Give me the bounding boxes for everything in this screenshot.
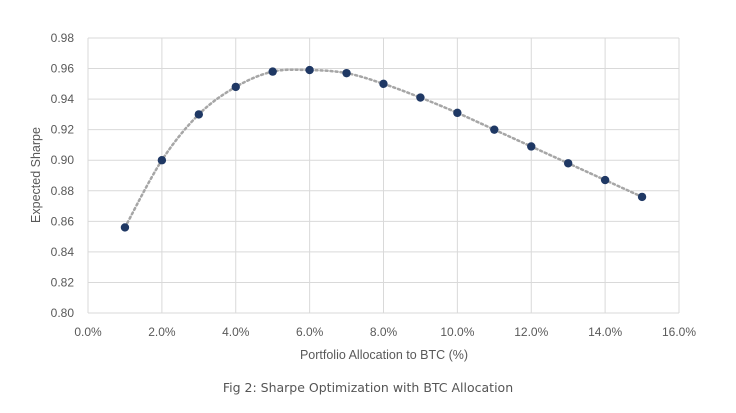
data-point-5 bbox=[268, 67, 277, 76]
x-tick-label: 14.0% bbox=[588, 325, 622, 339]
x-axis-title: Portfolio Allocation to BTC (%) bbox=[300, 348, 468, 362]
y-axis-tick-labels: 0.80 0.82 0.84 0.86 0.88 0.90 0.92 0.94 0.96 0.98 bbox=[51, 31, 75, 320]
data-point-1 bbox=[120, 223, 130, 232]
x-tick-label: 4.0% bbox=[222, 325, 250, 339]
y-tick-label: 0.86 bbox=[51, 214, 75, 228]
data-point-13 bbox=[563, 159, 573, 168]
figure-caption: Fig 2: Sharpe Optimization with BTC Allo… bbox=[222, 380, 514, 395]
gridlines bbox=[87, 37, 680, 314]
sharpe-scatter-chart: 0.80 0.82 0.84 0.86 0.88 0.90 0.92 0.94 0.96 0.98… bbox=[29, 31, 696, 362]
data-point-2 bbox=[157, 156, 167, 165]
data-point-14 bbox=[600, 175, 610, 185]
x-tick-label: 16.0% bbox=[662, 325, 696, 339]
x-axis-tick-labels: 0.0% 2.0% 4.0% 6.0% 8.0% 10.0% 12.0% 14.0% 16.0% bbox=[74, 325, 696, 339]
y-tick-label: 0.96 bbox=[51, 62, 75, 76]
data-point-10 bbox=[453, 108, 462, 118]
x-tick-label: 2.0% bbox=[148, 325, 176, 339]
x-tick-label: 6.0% bbox=[296, 325, 324, 339]
x-tick-label: 8.0% bbox=[370, 325, 398, 339]
x-tick-label: 12.0% bbox=[514, 325, 548, 339]
data-point-6 bbox=[305, 65, 314, 75]
data-point-7 bbox=[342, 68, 351, 78]
y-tick-label: 0.98 bbox=[51, 31, 75, 45]
data-point-3 bbox=[194, 110, 204, 119]
y-tick-label: 0.92 bbox=[51, 123, 75, 137]
data-point-11 bbox=[490, 125, 499, 134]
x-tick-label: 0.0% bbox=[74, 325, 102, 339]
y-tick-label: 0.94 bbox=[51, 92, 75, 106]
data-point-9 bbox=[416, 93, 425, 102]
y-axis-title: Expected Sharpe bbox=[29, 127, 43, 223]
data-point-8 bbox=[379, 79, 388, 89]
data-point-4 bbox=[231, 82, 240, 92]
y-tick-label: 0.88 bbox=[51, 184, 75, 198]
y-tick-label: 0.80 bbox=[51, 306, 75, 320]
y-tick-label: 0.84 bbox=[51, 245, 75, 259]
data-point-15 bbox=[637, 192, 647, 202]
y-tick-label: 0.90 bbox=[51, 153, 75, 167]
y-tick-label: 0.82 bbox=[51, 275, 75, 289]
x-tick-label: 10.0% bbox=[440, 325, 474, 339]
data-points bbox=[120, 65, 647, 232]
data-point-12 bbox=[527, 142, 536, 151]
